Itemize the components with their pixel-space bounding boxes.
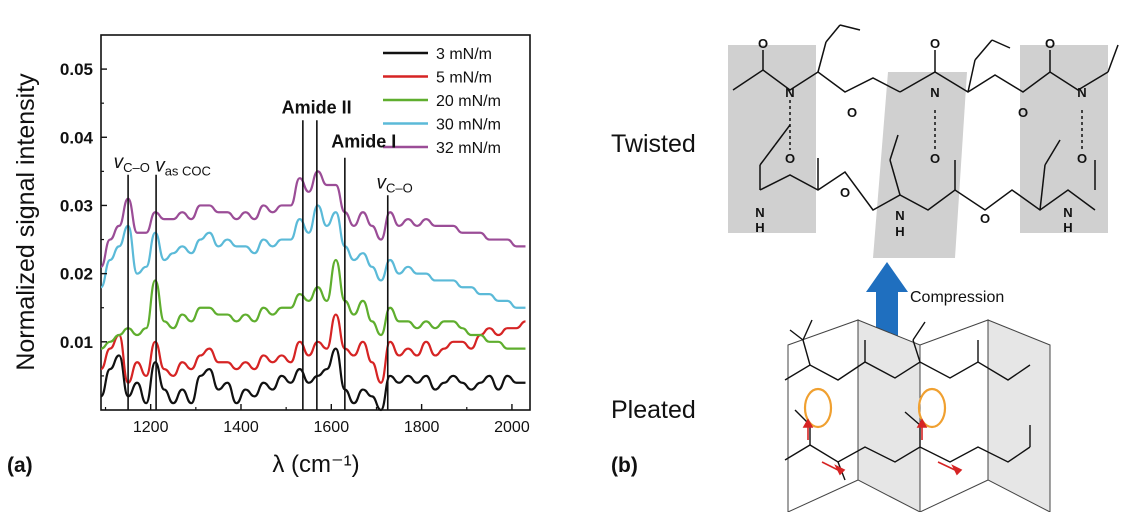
atom-n: N [1077,85,1086,100]
atom-o: O [930,151,940,166]
series-line-32-mN-m [99,170,526,268]
pleated-label: Pleated [611,396,696,424]
y-tick-label: 0.04 [60,128,94,147]
atom-h: H [1063,220,1072,235]
atom-h: H [755,220,764,235]
peak-annotation: vC–O [376,172,412,195]
panel-a-label: (a) [7,454,33,477]
peak-annotation: Amide I [331,132,396,152]
hbond-highlight-1 [803,387,833,429]
atom-o: O [930,36,940,51]
peak-annotation: vas COC [155,155,211,178]
panel-b-label: (b) [611,454,638,477]
atom-h: H [895,224,904,239]
series-line-30-mN-m [99,204,526,309]
legend-label: 32 mN/m [436,140,501,157]
series-group [99,170,526,412]
atom-o: O [980,211,990,226]
atom-o: O [1018,105,1028,120]
plot-frame [100,34,531,411]
compression-arrow [866,262,908,336]
series-line-3-mN-m [99,347,526,412]
atom-o: O [785,151,795,166]
x-tick-label: 1400 [223,419,259,436]
atom-n: N [930,85,939,100]
hbond-highlight-2 [917,387,947,429]
series-line-5-mN-m [100,313,526,384]
x-tick-label: 1800 [404,419,440,436]
series-line-20-mN-m [100,258,526,350]
legend-label: 20 mN/m [436,93,501,110]
atom-n: N [895,208,904,223]
peak-annotation: Amide II [282,97,352,117]
twisted-label: Twisted [611,130,696,158]
x-axis-label: λ (cm⁻¹) [272,451,359,478]
plot-area: 1200 1400 1600 1800 2000 0.010.020.030.040.0… [60,34,531,436]
y-ticks: 0.01 0.02 0.03 0.04 0.05 [60,60,107,377]
atom-n: N [1063,205,1072,220]
atom-o: O [758,36,768,51]
atom-o: O [1045,36,1055,51]
x-tick-label: 1200 [133,419,169,436]
peak-lines [127,120,389,410]
x-tick-label: 2000 [494,419,530,436]
twisted-panel-2 [873,72,967,258]
y-tick-label: 0.02 [60,265,93,284]
peak-annotation: vC–O [114,152,150,175]
legend-label: 5 mN/m [436,70,492,87]
atom-o: O [840,185,850,200]
atom-o: O [1077,151,1087,166]
legend: 3 mN/m 5 mN/m 20 mN/m 30 mN/m 32 mN/m [383,46,501,157]
conformation-scheme: (b) Twisted Pleated [611,24,1119,512]
legend-label: 3 mN/m [436,46,492,63]
y-tick-label: 0.05 [60,60,93,79]
legend-label: 30 mN/m [436,117,501,134]
atom-n: N [755,205,764,220]
y-tick-label: 0.03 [60,196,93,215]
x-tick-label: 1600 [314,419,350,436]
compression-label: Compression [910,289,1004,306]
pleated-structure [784,319,1051,512]
twisted-panel-1 [728,45,816,233]
x-ticks: 1200 1400 1600 1800 2000 [104,404,530,436]
y-axis-label: Normalized signal intensity [12,73,40,371]
atom-o: O [847,105,857,120]
twisted-structure: O N O O N O O N O O O N H O N H O N H [728,24,1119,258]
twisted-panel-3 [1020,45,1108,233]
spectra-chart: 1200 1400 1600 1800 2000 0.010.020.030.040.0… [7,34,531,478]
y-tick-label: 0.01 [60,333,93,352]
atom-n: N [785,85,794,100]
